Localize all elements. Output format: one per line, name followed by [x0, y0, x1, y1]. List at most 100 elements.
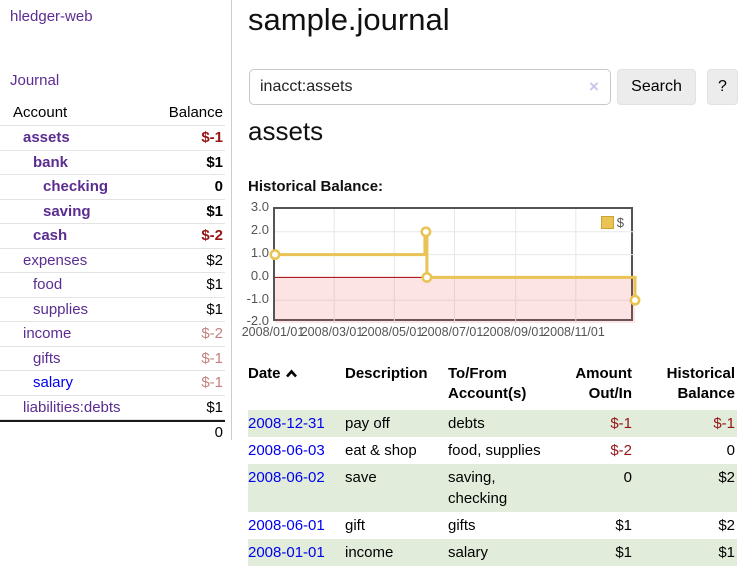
register-row: 2008-06-03 eat & shop food, supplies $-2… [248, 437, 737, 464]
y-axis-tick: -2.0 [246, 313, 269, 328]
sidebar-item-journal[interactable]: Journal [10, 72, 60, 89]
amount-column-header: Amount Out/In [575, 365, 632, 402]
transaction-description: pay off [345, 410, 448, 437]
x-axis-tick: 2008/11/01 [543, 325, 605, 339]
transaction-accounts: food, supplies [448, 442, 541, 459]
account-link-checking[interactable]: checking [43, 178, 109, 196]
account-link-saving[interactable]: saving [43, 202, 91, 220]
transaction-description: eat & shop [345, 442, 417, 459]
chart-plot-area: $ [269, 207, 641, 323]
register-row: 2008-12-31 pay off debts $-1 $-1 [248, 410, 737, 437]
description-column-header: Description [345, 365, 428, 382]
help-button[interactable]: ? [707, 69, 738, 105]
x-axis-tick: 2008/09/01 [482, 325, 546, 339]
account-link-assets[interactable]: assets [23, 129, 70, 147]
search-input[interactable] [249, 69, 611, 105]
date-header-label: Date [248, 365, 281, 382]
account-row-cash: cash $-2 [0, 224, 225, 249]
account-balance: $2 [206, 251, 223, 269]
register-row: 2008-01-01 income salary $1 $1 [248, 539, 737, 566]
search-form: × Search ? [248, 69, 742, 105]
register-header-row: Date Description To/From Account(s) Amou… [248, 362, 737, 410]
account-link-cash[interactable]: cash [33, 227, 68, 245]
account-link-expenses[interactable]: expenses [23, 251, 88, 269]
account-row-saving: saving $1 [0, 200, 225, 224]
y-axis-tick: 2.0 [250, 222, 269, 237]
transaction-date-link[interactable]: 2008-06-03 [248, 442, 325, 459]
x-axis-tick: 2008/07/01 [420, 325, 484, 339]
account-balance: $1 [206, 300, 223, 318]
balance-column-header: Historical Balance [666, 365, 735, 402]
app-brand-link[interactable]: hledger-web [10, 8, 93, 25]
sort-ascending-icon [285, 364, 298, 384]
account-row-bank: bank $1 [0, 151, 225, 175]
balance-column-header: Balance [168, 104, 223, 121]
legend-label: $ [616, 215, 624, 230]
chart-title: Historical Balance: [248, 178, 384, 195]
transaction-balance: $2 [718, 517, 735, 534]
account-column-header: To/From Account(s) [448, 365, 527, 402]
account-balance: $-1 [201, 349, 223, 367]
register-row: 2008-06-01 gift gifts $1 $2 [248, 512, 737, 539]
account-row-salary: salary $-1 [0, 371, 225, 396]
y-axis-tick: 1.0 [250, 245, 269, 260]
account-row-checking: checking 0 [0, 175, 225, 200]
sidebar: hledger-web Journal Account Balance asse… [0, 0, 232, 443]
account-balance: $1 [206, 202, 223, 220]
legend-swatch-icon [600, 216, 614, 229]
account-link-bank[interactable]: bank [33, 153, 69, 171]
account-row-assets: assets $-1 [0, 126, 225, 151]
account-link-food[interactable]: food [33, 276, 63, 294]
account-row-liabilities-debts: liabilities:debts $1 [0, 396, 225, 420]
transaction-amount: $-1 [556, 410, 640, 437]
account-link-gifts[interactable]: gifts [33, 349, 61, 367]
transaction-accounts: gifts [448, 517, 476, 534]
account-link-liabilities-debts[interactable]: liabilities:debts [23, 398, 121, 416]
account-table-header: Account Balance [0, 100, 225, 126]
transaction-description: income [345, 539, 448, 566]
transaction-description: save [345, 464, 448, 512]
account-balance: 0 [214, 178, 223, 196]
clear-search-icon[interactable]: × [589, 77, 599, 96]
account-heading: assets [248, 116, 324, 146]
account-row-food: food $1 [0, 273, 225, 298]
chart-canvas [269, 209, 641, 323]
account-link-supplies[interactable]: supplies [33, 300, 89, 318]
account-link-income[interactable]: income [23, 325, 72, 343]
account-total-row: 0 [0, 420, 225, 443]
y-axis-tick: 3.0 [250, 199, 269, 214]
account-balance-table: Account Balance assets $-1 bank $1 check… [0, 100, 225, 443]
account-balance: $-1 [201, 129, 223, 147]
transaction-accounts: debts [448, 410, 556, 437]
transaction-balance: 0 [726, 442, 735, 459]
transaction-amount: $-2 [610, 442, 632, 459]
account-column-header: Account [13, 104, 68, 121]
transaction-amount: $1 [615, 517, 632, 534]
x-axis-tick: 2008/03/01 [300, 325, 364, 339]
main-content: sample.journal × Search ? assets Histori… [242, 0, 742, 582]
register-table: Date Description To/From Account(s) Amou… [248, 362, 737, 566]
transaction-date-link[interactable]: 2008-01-01 [248, 544, 325, 561]
account-balance: $-1 [201, 374, 223, 392]
chart-legend: $ [598, 214, 626, 231]
transaction-description: gift [345, 517, 366, 534]
transaction-date-link[interactable]: 2008-12-31 [248, 415, 325, 432]
date-column-header[interactable]: Date [248, 362, 345, 410]
search-button[interactable]: Search [617, 69, 696, 105]
account-balance: $1 [206, 398, 223, 416]
transaction-accounts: saving, checking [448, 464, 556, 512]
historical-balance-chart: 3.0 2.0 1.0 0.0 -1.0 -2.0 [242, 200, 742, 342]
x-axis-tick: 2008/01/01 [241, 325, 305, 339]
register-row: 2008-06-02 save saving, checking 0 $2 [248, 464, 737, 512]
x-axis-tick: 2008/05/01 [360, 325, 424, 339]
account-row-expenses: expenses $2 [0, 249, 225, 273]
account-link-salary[interactable]: salary [33, 374, 74, 392]
account-row-supplies: supplies $1 [0, 298, 225, 322]
page-title: sample.journal [248, 2, 450, 37]
negative-region [275, 277, 635, 323]
transaction-date-link[interactable]: 2008-06-01 [248, 517, 325, 534]
y-axis-tick: -1.0 [246, 291, 269, 306]
y-axis-tick: 0.0 [250, 268, 269, 283]
transaction-date-link[interactable]: 2008-06-02 [248, 469, 325, 486]
transaction-balance: $2 [640, 464, 737, 512]
